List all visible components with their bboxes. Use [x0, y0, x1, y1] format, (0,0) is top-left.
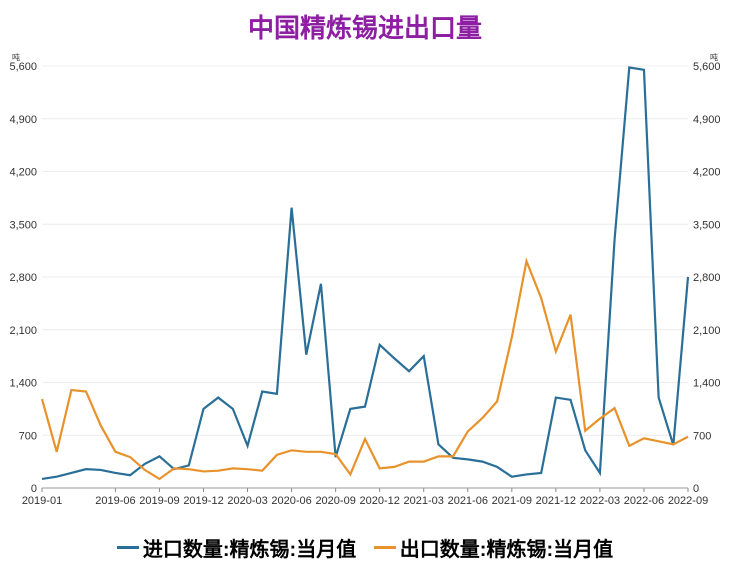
svg-text:4,900: 4,900 — [9, 114, 37, 126]
legend-swatch-export — [374, 546, 396, 549]
svg-text:2,800: 2,800 — [9, 272, 37, 284]
svg-text:3,500: 3,500 — [693, 219, 721, 231]
chart-area: 0 0 700 700 1,400 1,400 2,100 2,100 2,800 2,800 3,… — [0, 48, 730, 516]
svg-text:2022-03: 2022-03 — [580, 495, 620, 507]
svg-text:2021-03: 2021-03 — [404, 495, 444, 507]
svg-text:1,400: 1,400 — [9, 378, 37, 390]
svg-text:2,100: 2,100 — [9, 325, 37, 337]
svg-text:2021-09: 2021-09 — [492, 495, 532, 507]
svg-text:2019-09: 2019-09 — [139, 495, 179, 507]
svg-text:2022-06: 2022-06 — [624, 495, 664, 507]
svg-text:2020-12: 2020-12 — [359, 495, 399, 507]
svg-text:4,900: 4,900 — [693, 114, 721, 126]
legend: 进口数量:精炼锡:当月值 出口数量:精炼锡:当月值 — [0, 532, 730, 562]
svg-text:2020-03: 2020-03 — [227, 495, 267, 507]
svg-text:5,600: 5,600 — [9, 61, 37, 73]
legend-label-import: 进口数量:精炼锡:当月值 — [143, 533, 356, 562]
svg-text:2022-09: 2022-09 — [668, 495, 708, 507]
legend-item-import: 进口数量:精炼锡:当月值 — [117, 533, 356, 562]
svg-text:2019-12: 2019-12 — [183, 495, 223, 507]
svg-text:0: 0 — [693, 483, 699, 495]
svg-text:2,100: 2,100 — [693, 325, 721, 337]
legend-item-export: 出口数量:精炼锡:当月值 — [374, 533, 613, 562]
svg-text:4,200: 4,200 — [9, 167, 37, 179]
svg-text:2021-06: 2021-06 — [448, 495, 488, 507]
svg-text:2019-06: 2019-06 — [95, 495, 135, 507]
legend-label-export: 出口数量:精炼锡:当月值 — [400, 533, 613, 562]
svg-text:700: 700 — [19, 430, 37, 442]
svg-text:0: 0 — [31, 483, 37, 495]
svg-text:2019-01: 2019-01 — [22, 495, 62, 507]
line-chart-svg: 0 0 700 700 1,400 1,400 2,100 2,100 2,800 2,800 3,… — [0, 48, 730, 516]
svg-text:700: 700 — [693, 430, 711, 442]
svg-text:4,200: 4,200 — [693, 167, 721, 179]
svg-text:2,800: 2,800 — [693, 272, 721, 284]
svg-text:3,500: 3,500 — [9, 219, 37, 231]
svg-text:5,600: 5,600 — [693, 61, 721, 73]
svg-text:2020-06: 2020-06 — [271, 495, 311, 507]
legend-swatch-import — [117, 546, 139, 549]
svg-text:2021-12: 2021-12 — [536, 495, 576, 507]
svg-text:2020-09: 2020-09 — [315, 495, 355, 507]
chart-title: 中国精炼锡进出口量 — [0, 0, 730, 45]
svg-text:1,400: 1,400 — [693, 378, 721, 390]
